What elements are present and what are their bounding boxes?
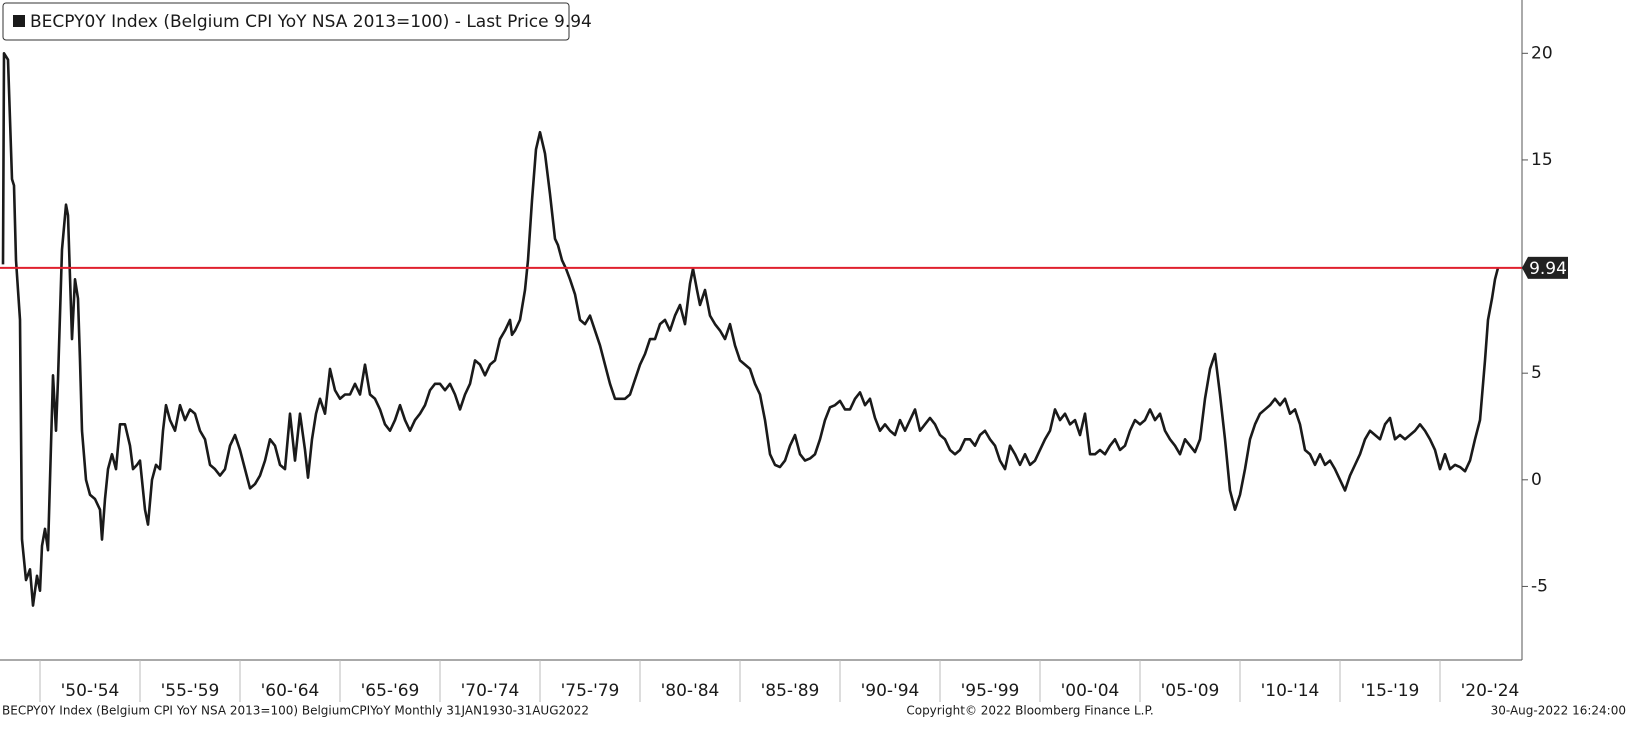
- last-price-label: 9.94: [1529, 259, 1567, 279]
- x-tick-label: '50-'54: [61, 681, 120, 701]
- x-tick-label: '65-'69: [361, 681, 420, 701]
- x-tick-label: '05-'09: [1161, 681, 1220, 701]
- legend: [2, 2, 570, 41]
- x-tick-label: '00-'04: [1061, 681, 1120, 701]
- legend-label: BECPY0Y Index (Belgium CPI YoY NSA 2013=…: [30, 12, 592, 32]
- x-tick-label: '55-'59: [161, 681, 220, 701]
- x-tick-label: '70-'74: [461, 681, 520, 701]
- y-tick-label: 0: [1531, 470, 1542, 490]
- y-tick-label: 5: [1531, 363, 1542, 383]
- y-tick-label: -5: [1531, 576, 1548, 596]
- footer-center: Copyright© 2022 Bloomberg Finance L.P.: [906, 704, 1153, 718]
- data-line: [1, 52, 1500, 607]
- x-tick-label: '85-'89: [761, 681, 820, 701]
- last-price-pointer: [1522, 256, 1528, 279]
- x-tick-label: '15-'19: [1361, 681, 1420, 701]
- plot: [0, 52, 1522, 607]
- y-tick-label: 15: [1531, 150, 1553, 170]
- x-tick-label: '20-'24: [1461, 681, 1520, 701]
- x-tick-label: '90-'94: [861, 681, 920, 701]
- x-tick-label: '80-'84: [661, 681, 720, 701]
- last-price-box: [1528, 256, 1568, 279]
- x-tick-label: '10-'14: [1261, 681, 1320, 701]
- legend-swatch: [13, 15, 25, 27]
- x-tick-label: '60-'64: [261, 681, 320, 701]
- y-tick-label: 20: [1531, 43, 1553, 63]
- x-tick-label: '75-'79: [561, 681, 620, 701]
- footer-left: BECPY0Y Index (Belgium CPI YoY NSA 2013=…: [2, 704, 589, 718]
- x-tick-label: '95-'99: [961, 681, 1020, 701]
- footer-right: 30-Aug-2022 16:24:00: [1491, 704, 1626, 718]
